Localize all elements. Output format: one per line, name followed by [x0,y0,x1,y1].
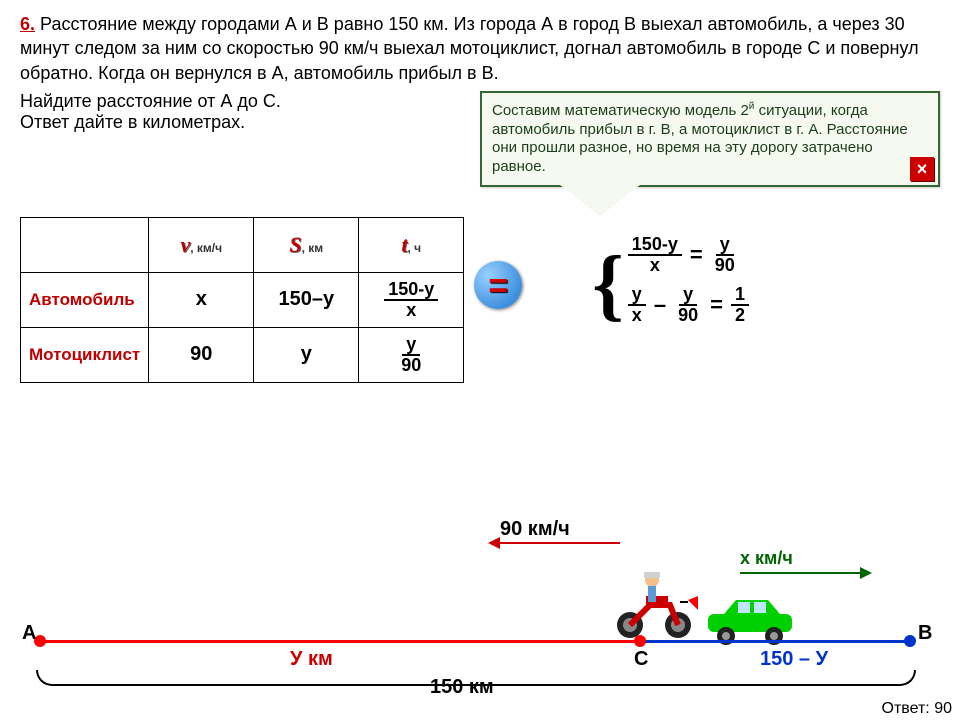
equation-1: 150-yx = y90 [628,235,749,275]
route-diagram: 90 км/ч x км/ч А В С У км 150 – У [20,500,920,700]
car-speed-label: x км/ч [740,548,793,569]
total-label: 150 км [430,676,494,699]
row-car-s: 150–y [254,272,359,327]
hdr-t: t, ч [359,217,464,272]
table-and-equations: v, км/ч S, км t, ч Автомобиль х 150–y 15… [20,187,940,383]
moto-speed-label: 90 км/ч [500,518,570,541]
row-moto-t: y90 [359,327,464,382]
problem-text: Расстояние между городами А и В равно 15… [20,14,919,83]
hdr-v: v, км/ч [149,217,254,272]
equals-bubble: = [474,261,522,309]
y-km-label: У км [290,648,333,671]
close-icon[interactable]: × [910,157,934,181]
hdr-empty [21,217,149,272]
problem-find: Найдите расстояние от А до С. [20,91,480,112]
row-car-label: Автомобиль [21,272,149,327]
hint-sup: й [749,101,755,112]
label-B: В [918,622,932,645]
label-A: А [22,622,36,645]
segment-AC [40,640,640,643]
problem-answer-hint: Ответ дайте в километрах. [20,112,480,133]
answer-text: Ответ: 90 [882,700,952,718]
rest-label: 150 – У [760,648,828,671]
vst-table: v, км/ч S, км t, ч Автомобиль х 150–y 15… [20,217,464,383]
point-C [634,635,646,647]
hint-pointer [560,185,640,215]
car-icon [700,596,800,646]
motorcycle-icon [610,570,700,640]
hdr-s: S, км [254,217,359,272]
point-B [904,635,916,647]
brace-icon: { [592,257,624,313]
table-row: Мотоциклист 90 y y90 [21,327,464,382]
mid-columns: Найдите расстояние от А до С. Ответ дайт… [20,91,940,187]
equation-system: { 150-yx = y90 yx – y90 = 12 [592,235,749,335]
row-moto-v: 90 [149,327,254,382]
table-row: Автомобиль х 150–y 150-yx [21,272,464,327]
row-car-t: 150-yx [359,272,464,327]
hint-p1: Составим математическую модель 2 [492,102,749,119]
equation-2: yx – y90 = 12 [628,285,749,325]
row-car-v: х [149,272,254,327]
segment-CB [640,640,910,643]
problem-statement: 6. Расстояние между городами А и В равно… [20,12,940,85]
row-moto-label: Мотоциклист [21,327,149,382]
label-C: С [634,648,648,671]
row-moto-s: y [254,327,359,382]
hint-box: Составим математическую модель 2й ситуац… [480,91,940,187]
problem-number: 6. [20,14,35,34]
